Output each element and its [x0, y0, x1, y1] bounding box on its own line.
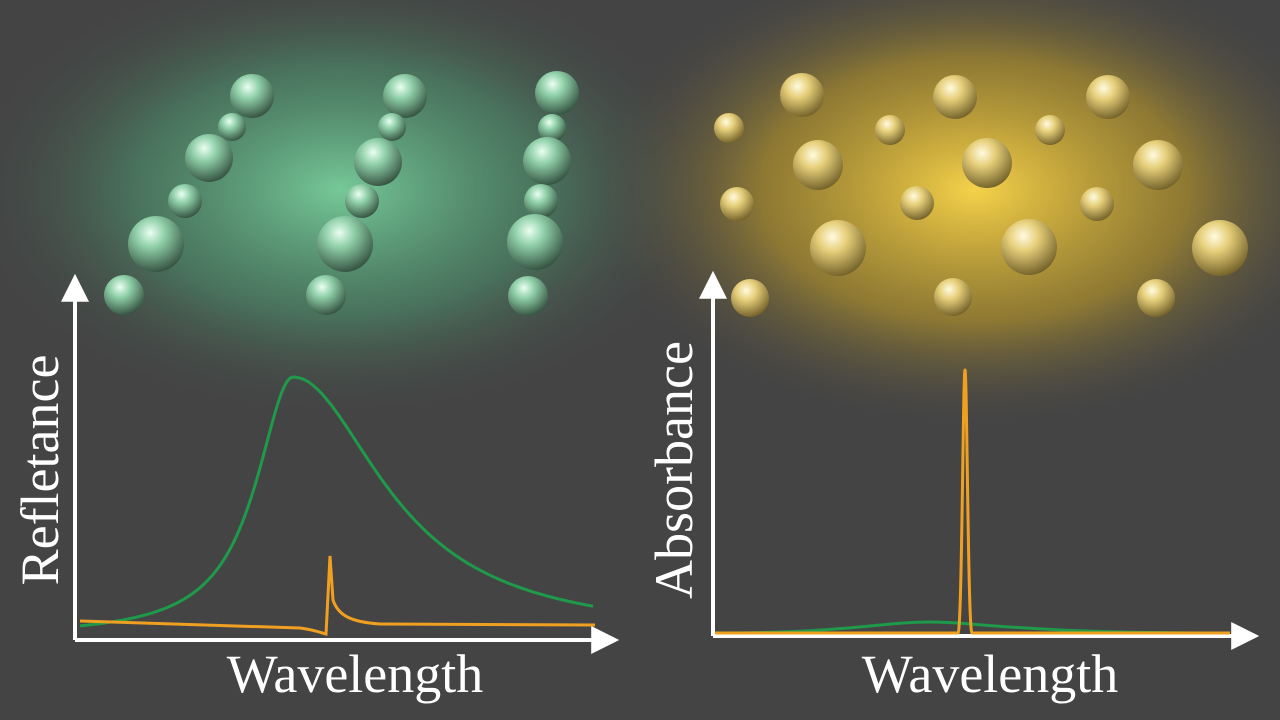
sphere [934, 278, 972, 316]
sphere [1192, 220, 1248, 276]
sphere [524, 184, 558, 218]
reflectance-curve-green [79, 375, 594, 628]
sphere [507, 214, 563, 270]
sphere [1086, 75, 1130, 119]
sphere [933, 75, 977, 119]
sphere [345, 184, 379, 218]
sphere [104, 275, 144, 315]
sphere [1035, 115, 1065, 145]
sphere [317, 216, 373, 272]
sphere [714, 113, 744, 143]
sphere [810, 220, 866, 276]
sphere [185, 134, 233, 182]
sphere [218, 113, 246, 141]
sphere [230, 74, 274, 118]
x-axis-label: Wavelength [227, 644, 484, 704]
sphere [720, 187, 754, 221]
sphere [306, 275, 346, 315]
sphere [875, 115, 905, 145]
sphere [1080, 187, 1114, 221]
sphere [1001, 219, 1057, 275]
sphere [354, 138, 402, 186]
sphere [538, 114, 566, 142]
sphere [383, 74, 427, 118]
absorbance-curve-orange [715, 368, 1230, 635]
sphere [168, 184, 202, 218]
absorbance-curve-green [714, 620, 1231, 635]
y-axis-label: Absorbance [644, 341, 704, 599]
sphere [523, 137, 571, 185]
sphere [508, 276, 548, 316]
sphere [378, 113, 406, 141]
sphere [731, 279, 769, 317]
sphere [793, 140, 843, 190]
sphere [1133, 140, 1183, 190]
sphere [962, 138, 1012, 188]
spheres [104, 71, 1248, 317]
y-axis-label: Refletance [10, 355, 70, 586]
sphere [535, 71, 579, 115]
x-axis-label: Wavelength [862, 644, 1119, 704]
sphere [1137, 279, 1175, 317]
sphere [128, 216, 184, 272]
sphere [780, 73, 824, 117]
sphere [900, 186, 934, 220]
reflectance-curve-orange [79, 555, 596, 636]
